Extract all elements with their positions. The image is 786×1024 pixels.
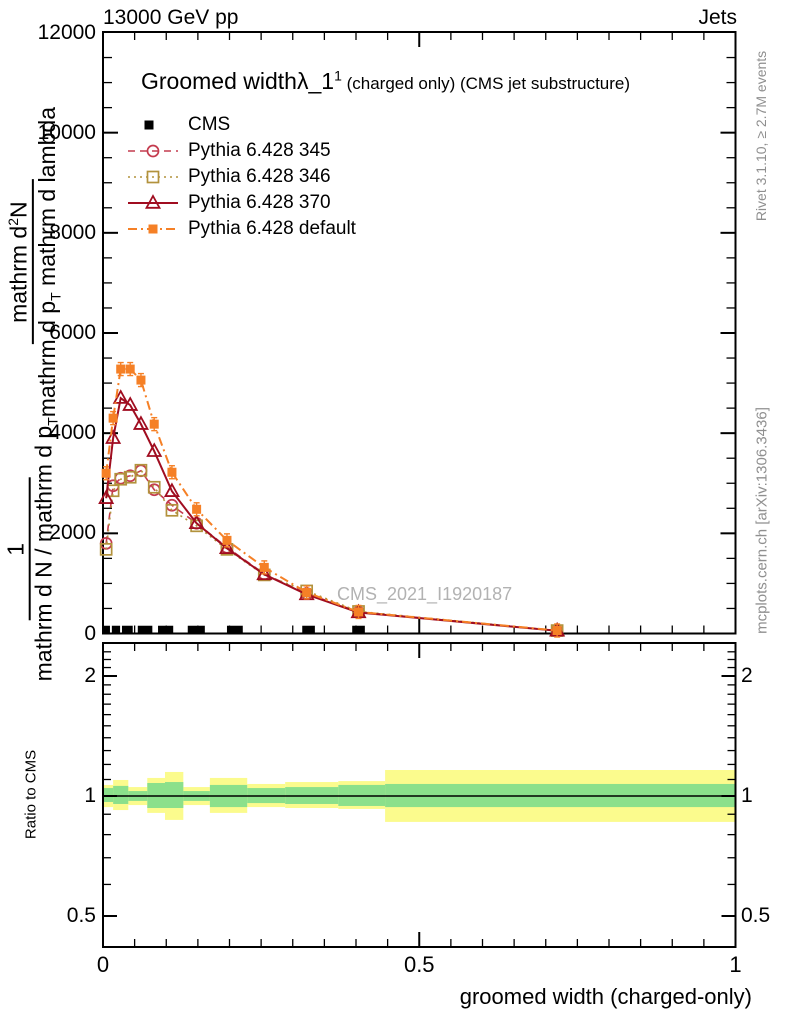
y-tick-label: 6000 (49, 321, 96, 344)
legend-item: CMS (127, 112, 356, 138)
plot-title-suffix: (charged only) (CMS jet substructure) (346, 74, 631, 93)
y-tick-label: 10000 (37, 120, 96, 144)
y-axis-label-lower-numerator: 1 (2, 542, 29, 556)
legend: CMS Pythia 6.428 345 Pythia 6.428 346 Pythi… (127, 112, 356, 242)
series-Pythia-6-428-346 (99, 463, 564, 637)
ratio-y-tick-label-left: 2 (84, 664, 96, 687)
ratio-y-axis-label: Ratio to CMS (22, 749, 40, 840)
ratio-band-inner (113, 785, 129, 804)
mcplots-reference-note: mcplots.cern.ch [arXiv:1306.3436] (753, 407, 771, 634)
ratio-y-tick-label-left: 0.5 (66, 904, 96, 927)
y-tick-label: 12000 (37, 20, 96, 44)
analysis-id-watermark: CMS_2021_I1920187 (337, 584, 513, 604)
legend-marker-square-open (128, 170, 178, 184)
beam-energy-label: 13000 GeV pp (103, 6, 239, 29)
y-tick-label: 0 (84, 621, 96, 645)
plot-title-superscript: 1 (334, 67, 342, 84)
series-CMS (103, 625, 365, 635)
ratio-panel-frame (102, 642, 737, 948)
ratio-band-inner (164, 782, 184, 809)
y-tick-label: 8000 (49, 220, 96, 244)
legend-marker-square-filled (144, 120, 154, 130)
plot-title: Groomed widthλ_11 (charged only) (CMS je… (141, 68, 630, 95)
x-axis-label: groomed width (charged-only) (459, 984, 752, 1009)
plot-title-main: Groomed width (141, 68, 297, 94)
legend-label: Pythia 6.428 default (188, 218, 356, 239)
y-tick-label: 4000 (49, 421, 96, 445)
legend-item: Pythia 6.428 345 (127, 138, 356, 164)
ratio-y-tick-label-left: 1 (84, 784, 96, 807)
y-axis-label-lower-denominator: mathrm d N / mathrm d pT (30, 417, 61, 682)
main-panel-frame (102, 31, 737, 635)
ratio-y-tick-label-right: 2 (741, 664, 753, 687)
legend-label: Pythia 6.428 345 (188, 140, 331, 161)
legend-label: CMS (188, 114, 231, 135)
legend-item: Pythia 6.428 default (127, 216, 356, 242)
legend-marker-square-filled (128, 224, 178, 234)
legend-item: Pythia 6.428 370 (127, 190, 356, 216)
analysis-group-label: Jets (698, 6, 737, 29)
y-axis-label-upper-denominator: mathrm d pT mathrm d lambda (33, 107, 64, 418)
y-axis-label-upper-fraction: mathrm d2N mathrm d pT mathrm d lambda (0, 107, 68, 417)
series-Pythia-6-428-default (101, 361, 562, 638)
legend-marker-circle-open (128, 144, 178, 158)
legend-label: Pythia 6.428 370 (188, 192, 331, 213)
rivet-version-note: Rivet 3.1.10, ≥ 2.7M events (753, 50, 769, 222)
plot-title-observable: λ_1 (296, 68, 335, 94)
x-tick-label: 0.5 (403, 952, 435, 977)
x-tick-label: 1 (729, 952, 742, 977)
y-tick-label: 2000 (49, 521, 96, 545)
series-Pythia-6-428-345 (99, 464, 564, 638)
x-tick-label: 0 (96, 952, 110, 977)
ratio-y-tick-label-right: 1 (741, 784, 753, 807)
y-axis-label-lower-fraction: 1 mathrm d N / mathrm d pT (2, 417, 66, 682)
legend-item: Pythia 6.428 346 (127, 164, 356, 190)
legend-label: Pythia 6.428 346 (188, 166, 331, 187)
ratio-y-tick-label-right: 0.5 (741, 904, 771, 927)
legend-marker-triangle-open (128, 194, 178, 209)
y-axis-label-upper-numerator: mathrm d2N (4, 201, 32, 323)
